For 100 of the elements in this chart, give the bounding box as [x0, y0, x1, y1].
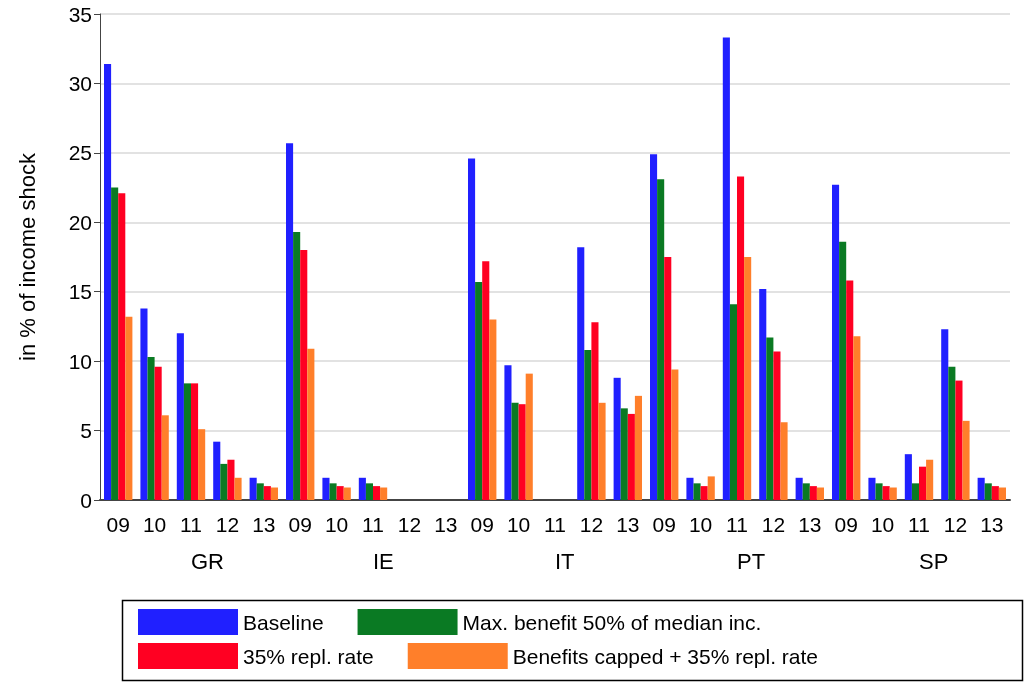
bar — [270, 487, 278, 500]
bar — [875, 483, 883, 500]
bar — [664, 257, 672, 500]
x-tick-label: 13 — [434, 513, 458, 536]
bar — [140, 308, 148, 500]
bar — [293, 232, 301, 500]
bar — [853, 336, 861, 500]
bar — [577, 247, 585, 500]
y-tick-label: 10 — [68, 349, 92, 373]
legend-label: Max. benefit 50% of median inc. — [462, 610, 762, 634]
bar — [358, 477, 366, 500]
bar — [911, 483, 919, 500]
bar — [468, 158, 476, 500]
bar — [147, 356, 155, 500]
x-tick-label: 10 — [870, 513, 895, 536]
x-tick-label: 09 — [288, 513, 312, 536]
x-tick-label: 11 — [908, 513, 930, 536]
y-tick-label: 15 — [68, 280, 92, 304]
x-tick-label: 13 — [616, 513, 640, 536]
bar — [795, 477, 803, 500]
bar — [591, 322, 599, 500]
bar — [307, 348, 315, 500]
bar — [650, 154, 658, 500]
bar — [475, 281, 483, 500]
bar — [737, 176, 745, 500]
bar — [657, 179, 665, 500]
text: GR — [191, 548, 224, 574]
x-tick-label: 12 — [943, 513, 968, 536]
bar — [962, 420, 970, 500]
bar — [620, 408, 628, 500]
bar — [183, 383, 191, 500]
x-tick-label: 09 — [106, 513, 130, 536]
bar — [104, 63, 112, 500]
y-tick-label: 5 — [80, 419, 92, 443]
bar — [832, 184, 840, 500]
bar — [111, 187, 119, 500]
x-tick-label: 12 — [579, 513, 604, 536]
bar — [511, 402, 519, 500]
y-tick-label: 20 — [68, 210, 92, 234]
bar — [329, 483, 337, 500]
x-tick-label: 11 — [180, 513, 202, 536]
bar — [671, 369, 679, 500]
bar — [882, 486, 890, 500]
bar — [365, 483, 373, 500]
bar — [598, 402, 606, 500]
bar — [846, 280, 854, 500]
bar — [759, 288, 767, 500]
bar — [482, 261, 490, 500]
y-tick-label: 0 — [80, 488, 92, 512]
bar — [998, 487, 1006, 500]
bar — [729, 304, 737, 500]
bar — [707, 476, 715, 500]
bar — [191, 383, 199, 500]
bar — [489, 319, 497, 500]
bar — [991, 486, 999, 500]
x-tick-label: 09 — [834, 513, 858, 536]
bar — [722, 37, 730, 500]
bar — [686, 477, 694, 500]
x-tick-label: 09 — [652, 513, 676, 536]
bar — [816, 487, 824, 500]
bar — [504, 365, 512, 500]
bar — [234, 477, 242, 500]
text: SP — [918, 548, 949, 574]
x-tick-label: 10 — [506, 513, 531, 536]
bar — [125, 316, 133, 500]
bar — [373, 486, 381, 500]
bar — [919, 466, 927, 500]
bar — [613, 377, 621, 500]
bar — [627, 413, 635, 500]
x-tick-label: 12 — [397, 513, 422, 536]
y-tick-label: 30 — [68, 71, 92, 95]
bar — [213, 441, 221, 500]
bar — [380, 487, 388, 500]
bar — [948, 366, 956, 500]
bar — [693, 483, 701, 500]
bar — [300, 250, 308, 500]
x-tick-label: 13 — [252, 513, 276, 536]
bar — [839, 241, 847, 500]
x-tick-label: 10 — [324, 513, 349, 536]
x-tick-label: 13 — [798, 513, 822, 536]
bar — [700, 486, 708, 500]
x-tick-label: 11 — [362, 513, 384, 536]
bar — [176, 333, 184, 500]
bar — [220, 463, 228, 500]
bar — [336, 486, 344, 500]
bar — [904, 454, 912, 500]
bar — [198, 429, 206, 500]
legend-label: Baseline — [243, 610, 324, 634]
bar — [154, 366, 162, 500]
x-tick-label: 12 — [761, 513, 786, 536]
bar — [525, 373, 533, 500]
bar — [118, 193, 126, 500]
bar — [780, 422, 788, 500]
text: IT — [554, 548, 575, 574]
bar — [809, 486, 817, 500]
bar — [286, 143, 294, 500]
legend-label: 35% repl. rate — [243, 644, 374, 668]
y-axis-title: in % of income shock — [14, 152, 40, 361]
bar — [634, 395, 642, 500]
bar — [256, 483, 264, 500]
